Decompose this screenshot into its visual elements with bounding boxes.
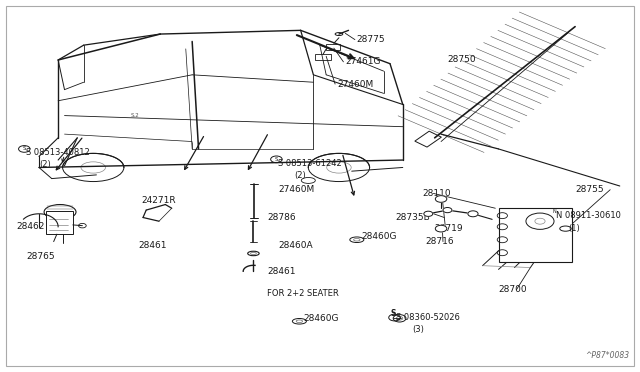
Text: 28775: 28775 <box>357 35 385 44</box>
Text: S 08513-61242: S 08513-61242 <box>278 159 342 168</box>
Ellipse shape <box>292 318 307 324</box>
Bar <box>46 211 73 234</box>
Bar <box>326 44 340 49</box>
Ellipse shape <box>296 320 303 323</box>
Text: 28786: 28786 <box>268 213 296 222</box>
Text: 27460M: 27460M <box>337 80 373 89</box>
Text: 24271R: 24271R <box>141 196 176 205</box>
Text: S: S <box>275 157 278 162</box>
Text: 28462: 28462 <box>17 222 45 231</box>
Text: 27460M: 27460M <box>278 185 315 194</box>
Bar <box>415 131 442 147</box>
Ellipse shape <box>354 238 360 241</box>
Text: 28716: 28716 <box>425 237 454 246</box>
Text: (1): (1) <box>569 224 580 233</box>
Text: 28765: 28765 <box>26 252 55 261</box>
Text: S: S <box>22 147 26 151</box>
Text: 28719: 28719 <box>435 224 463 233</box>
Text: S 08513-40812: S 08513-40812 <box>26 148 90 157</box>
Text: N: N <box>552 209 556 214</box>
Text: (2): (2) <box>294 171 306 180</box>
Text: 28700: 28700 <box>499 285 527 294</box>
Text: FOR 2+2 SEATER: FOR 2+2 SEATER <box>268 289 339 298</box>
Text: 28110: 28110 <box>422 189 451 198</box>
Text: 28755: 28755 <box>575 185 604 194</box>
Text: 27461G: 27461G <box>346 57 381 66</box>
Circle shape <box>435 225 447 232</box>
Text: 28461: 28461 <box>138 241 166 250</box>
Bar <box>315 54 331 60</box>
Circle shape <box>468 211 478 217</box>
Ellipse shape <box>301 177 316 183</box>
Text: 28461: 28461 <box>268 267 296 276</box>
Text: N 08911-30610: N 08911-30610 <box>556 211 621 220</box>
Text: 28735B: 28735B <box>395 213 430 222</box>
Text: ^P87*0083: ^P87*0083 <box>585 351 629 360</box>
Text: S.2: S.2 <box>131 113 139 118</box>
Text: S: S <box>390 310 396 318</box>
Text: 28460G: 28460G <box>362 232 397 241</box>
Text: 28750: 28750 <box>447 55 476 64</box>
Circle shape <box>424 211 433 217</box>
Bar <box>499 208 572 262</box>
Text: (2): (2) <box>39 160 51 169</box>
Circle shape <box>435 196 447 202</box>
Text: (3): (3) <box>412 325 424 334</box>
Text: 28460G: 28460G <box>304 314 339 323</box>
Circle shape <box>443 208 452 213</box>
Text: S 08360-52026: S 08360-52026 <box>396 313 460 322</box>
Ellipse shape <box>350 237 364 243</box>
Text: 28460A: 28460A <box>278 241 313 250</box>
